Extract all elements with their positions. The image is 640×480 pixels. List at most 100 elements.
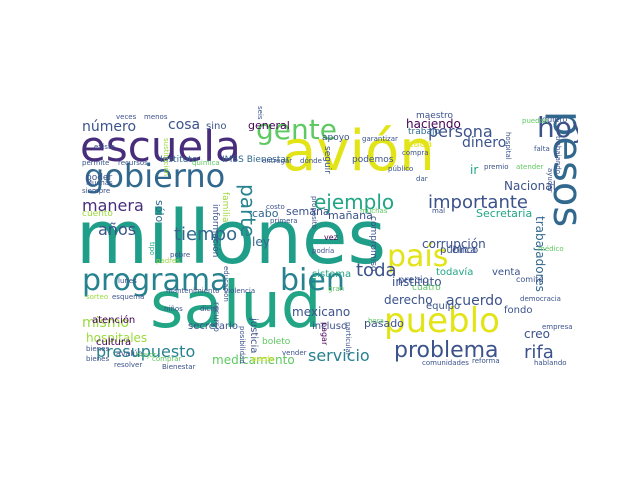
cloud-word: información [210, 204, 220, 258]
cloud-word: podemos [352, 155, 394, 165]
cloud-word: persona [428, 122, 493, 141]
cloud-word: mañana [328, 209, 373, 222]
cloud-word: familia [220, 192, 230, 223]
cloud-word: pueda [252, 355, 274, 363]
cloud-word: manera [82, 196, 144, 215]
cloud-word: puedan [522, 117, 549, 125]
cloud-word: sustitución [162, 138, 170, 177]
cloud-word: derecho [384, 293, 433, 307]
cloud-word: atención [92, 315, 136, 326]
cloud-word: Nacional [504, 179, 556, 193]
cloud-word: avalúo [116, 349, 143, 358]
cloud-word: servicio [308, 346, 370, 365]
cloud-word: recurso [212, 302, 221, 332]
cloud-word: médico [538, 245, 564, 253]
cloud-word: compra [402, 149, 429, 157]
cloud-word: mexicano [292, 305, 351, 319]
cloud-word: atender [516, 163, 544, 171]
cloud-word: dicho [200, 305, 219, 313]
cloud-word: resolver [114, 361, 143, 369]
cloud-word: comunidades [422, 359, 469, 367]
cloud-word: dinero [462, 135, 507, 151]
cloud-word: primera [270, 217, 298, 225]
cloud-word: toda [356, 260, 397, 281]
cloud-word: sistema [312, 269, 352, 280]
cloud-word: bienes [86, 355, 110, 363]
cloud-word: mantenimiento [166, 287, 220, 295]
cloud-word: Instituto [160, 155, 198, 165]
cloud-word: gran [328, 285, 345, 293]
cloud-word: cultura [96, 337, 132, 348]
cloud-word: hora [368, 317, 384, 325]
cloud-word: cabo [252, 207, 279, 220]
cloud-word: esquema [112, 293, 145, 301]
cloud-word: IMSS Bienestar [222, 155, 290, 165]
cloud-word: seguir [322, 146, 332, 174]
cloud-word: costo [266, 203, 285, 211]
cloud-word: empresa [542, 323, 573, 331]
cloud-word: precio [398, 275, 429, 286]
cloud-word: democracia [520, 295, 561, 303]
cloud-word: cuento [82, 209, 113, 219]
cloud-word: reforma [472, 357, 500, 365]
cloud-word: semana [286, 205, 330, 218]
cloud-word: todavía [436, 267, 474, 278]
cloud-word: problema [394, 338, 499, 363]
cloud-word: número [82, 119, 137, 135]
cloud-word: corrupción [422, 237, 486, 251]
cloud-word: cada [408, 139, 433, 150]
cloud-word: apoyo [322, 133, 350, 143]
cloud-word: mal [432, 207, 446, 215]
cloud-word: cuatro [412, 283, 441, 293]
cloud-word: vez [324, 233, 338, 242]
cloud-word: tiempo [174, 224, 238, 245]
cloud-word: público [388, 165, 414, 173]
cloud-word: seis [256, 106, 264, 120]
cloud-word: instituto [392, 275, 442, 289]
cloud-word: equipo [426, 301, 461, 312]
cloud-word: menos [144, 113, 168, 121]
cloud-word: recursos [118, 159, 148, 167]
cloud-word: escuela [80, 122, 241, 171]
cloud-word: muchas [360, 207, 388, 215]
cloud-word: bienes [86, 345, 110, 353]
cloud-word: cosa [168, 117, 201, 133]
cloud-word: millones [76, 195, 387, 281]
cloud-word: quimica [192, 159, 220, 167]
cloud-word: hablando [534, 359, 567, 367]
cloud-word: trabajando [554, 136, 562, 175]
cloud-word: pagar [320, 322, 329, 346]
cloud-word: creo [524, 327, 550, 341]
cloud-word: podría [312, 247, 335, 255]
cloud-word: mejor [136, 351, 157, 359]
cloud-word: boleto [262, 337, 291, 347]
cloud-word: ir [470, 163, 479, 177]
cloud-word: comité [516, 275, 544, 284]
cloud-word: bien [280, 263, 345, 298]
cloud-word: incluso [312, 321, 348, 332]
cloud-word: pública [440, 245, 477, 256]
cloud-word: comprar [152, 355, 182, 363]
cloud-word: propósito [310, 196, 318, 229]
cloud-word: dar [416, 175, 428, 183]
cloud-word: padres [156, 257, 180, 265]
cloud-word: Muchas [86, 179, 113, 187]
cloud-word: trabajo [408, 127, 440, 137]
cloud-word: educación [222, 266, 230, 302]
cloud-word: garantizar [362, 135, 398, 143]
cloud-word: niños [164, 305, 183, 313]
cloud-word: país [387, 239, 449, 274]
cloud-word: haciendo [406, 117, 461, 131]
cloud-word: avión [282, 119, 435, 184]
cloud-word: pasado [364, 317, 404, 330]
cloud-word: permite [82, 159, 110, 167]
cloud-word: veces [116, 113, 137, 121]
cloud-word: Bienestar [162, 363, 196, 371]
cloud-word: hoy [537, 111, 578, 144]
cloud-word: venta [492, 267, 521, 278]
cloud-word: pueblo [384, 301, 500, 341]
cloud-word: poder [86, 173, 113, 183]
cloud-word: salud [150, 269, 322, 343]
cloud-word: ejemplo [314, 190, 395, 214]
cloud-word: pobre [170, 251, 191, 259]
